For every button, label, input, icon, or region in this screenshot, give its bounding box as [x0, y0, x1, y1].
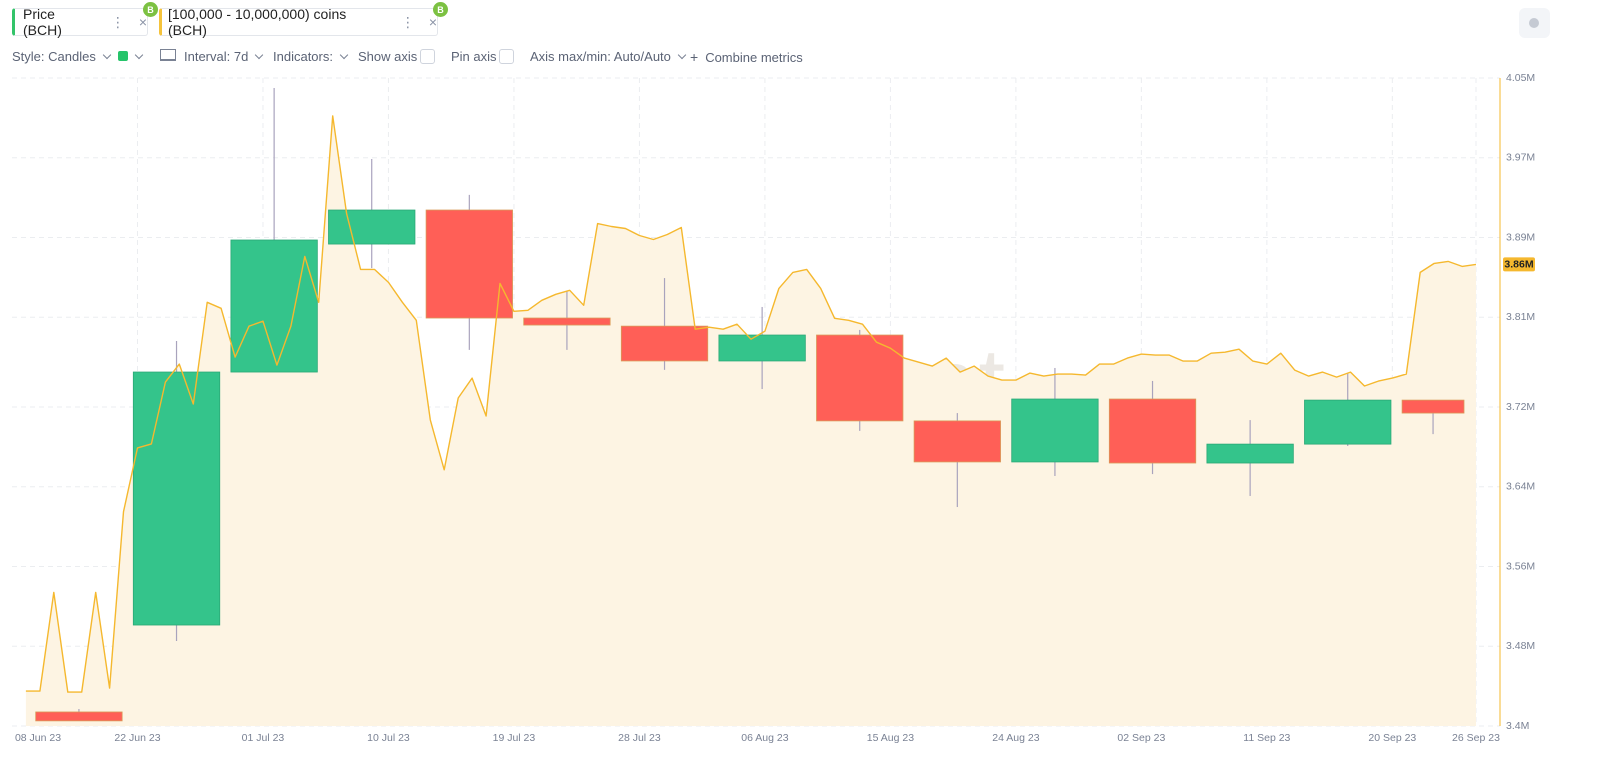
- tab-label: [100,000 - 10,000,000) coins (BCH): [168, 6, 347, 38]
- x-tick-label: 22 Jun 23: [114, 732, 160, 744]
- candle-body: [523, 317, 611, 326]
- indicators-label: Indicators:: [273, 49, 333, 64]
- style-label: Style: Candles: [12, 49, 96, 64]
- color-swatch: [118, 51, 128, 61]
- y2-tick-label: 3.72M: [1506, 401, 1535, 413]
- metric-tab[interactable]: [100,000 - 10,000,000) coins (BCH) ⋮ × B: [159, 2, 448, 38]
- close-icon[interactable]: ×: [138, 14, 147, 30]
- candle-body: [132, 371, 221, 626]
- color-dropdown[interactable]: [118, 49, 144, 64]
- candle-body: [425, 209, 513, 319]
- combine-label: Combine metrics: [705, 50, 803, 65]
- pin-axis[interactable]: Pin axis: [451, 49, 497, 64]
- candle-body: [1401, 399, 1465, 414]
- x-tick-label: 02 Sep 23: [1117, 732, 1165, 744]
- x-tick-label: 20 Sep 23: [1368, 732, 1416, 744]
- candle-body: [328, 209, 416, 245]
- combine-button[interactable]: + Combine metrics: [690, 49, 803, 65]
- line: [25, 115, 1476, 693]
- y2-tick-label: 3.64M: [1506, 481, 1535, 493]
- x-tick-label: 10 Jul 23: [367, 732, 410, 744]
- x-tick-label: 01 Jul 23: [242, 732, 285, 744]
- candle-body: [718, 334, 806, 362]
- candle-body: [620, 325, 709, 362]
- y2-tick-label: 3.81M: [1506, 311, 1535, 323]
- x-tick-label: 11 Sep 23: [1243, 732, 1290, 744]
- pin-axis-checkbox[interactable]: [499, 49, 514, 64]
- x-tick-label: 15 Aug 23: [867, 732, 914, 744]
- interval-icon: [160, 49, 176, 61]
- area-fill: [25, 115, 1476, 726]
- candle-body: [1011, 398, 1099, 463]
- indicators-dropdown[interactable]: Indicators:: [273, 49, 349, 64]
- tab-label: Price (BCH): [23, 6, 62, 38]
- pin-axis-label: Pin axis: [451, 49, 497, 64]
- coin-badge: B: [433, 2, 448, 17]
- settings-button[interactable]: [1519, 8, 1550, 38]
- interval-dropdown[interactable]: Interval: 7d: [160, 49, 264, 64]
- last-value-badge: [1503, 257, 1535, 272]
- y2-tick-label: 4.05M: [1506, 72, 1535, 84]
- style-dropdown[interactable]: Style: Candles: [12, 49, 112, 64]
- x-tick-label: 08 Jun 23: [15, 732, 61, 744]
- close-icon[interactable]: ×: [428, 14, 437, 30]
- candle-body: [35, 711, 123, 722]
- show-axis-label: Show axis: [358, 49, 418, 64]
- x-tick-label: 26 Sep 23: [1452, 732, 1500, 744]
- candle-body: [913, 420, 1001, 463]
- plot: [25, 87, 1476, 726]
- axis-dropdown[interactable]: Axis max/min: Auto/Auto: [530, 49, 687, 64]
- candle-body: [230, 239, 318, 373]
- price-tab[interactable]: Price (BCH) ⋮ × B: [12, 2, 158, 38]
- y2-tick-label: 3.56M: [1506, 560, 1535, 572]
- interval-label: Interval: 7d: [184, 49, 249, 64]
- x-tick-label: 24 Aug 23: [992, 732, 1039, 744]
- candle-body: [1304, 399, 1392, 445]
- menu-icon[interactable]: ⋮: [400, 13, 415, 30]
- show-axis[interactable]: Show axis: [358, 49, 417, 64]
- menu-icon[interactable]: ⋮: [110, 13, 125, 30]
- candle-body: [1206, 443, 1294, 464]
- x-tick-label: 06 Aug 23: [741, 732, 788, 744]
- axis-label: Axis max/min: Auto/Auto: [530, 49, 671, 64]
- dot-icon: [1529, 18, 1539, 28]
- x-tick-label: 28 Jul 23: [618, 732, 661, 744]
- y2-tick-label: 3.97M: [1506, 152, 1535, 164]
- x-tick-label: 19 Jul 23: [493, 732, 536, 744]
- candle-body: [1108, 398, 1197, 464]
- plus-icon: +: [690, 49, 699, 65]
- candle-body: [816, 334, 904, 422]
- show-axis-checkbox[interactable]: [420, 49, 435, 64]
- y2-tick-label: 3.48M: [1506, 640, 1535, 652]
- coin-badge: B: [143, 2, 158, 17]
- y2-tick-label: 3.89M: [1506, 231, 1535, 243]
- last-value-label: 3.86M: [1504, 259, 1533, 271]
- y2-tick-label: 3.4M: [1506, 720, 1529, 732]
